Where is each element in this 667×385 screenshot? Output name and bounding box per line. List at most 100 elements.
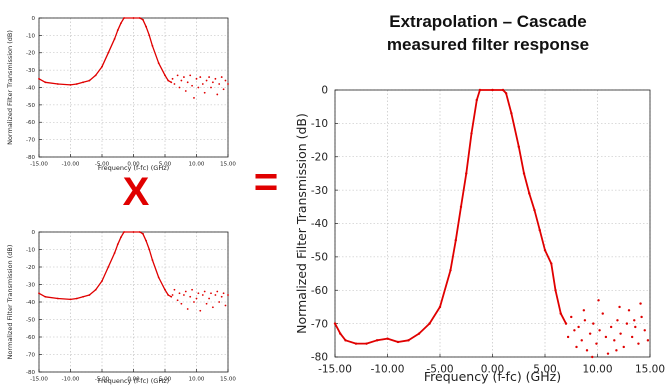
data-point <box>88 79 91 82</box>
noise-point <box>195 297 198 300</box>
x-tick-label: 5.00 <box>159 376 172 382</box>
noise-point <box>646 339 650 342</box>
noise-point <box>220 295 223 298</box>
noise-point <box>186 81 189 84</box>
y-tick-label: -20 <box>311 151 328 163</box>
noise-point <box>619 332 622 335</box>
response-trace <box>38 17 172 86</box>
x-tick-label: 0.00 <box>127 376 140 382</box>
noise-point <box>224 304 227 307</box>
noise-point <box>195 77 198 80</box>
multiply-operator: X <box>122 170 150 214</box>
noise-point <box>183 76 185 78</box>
y-tick-label: -30 <box>311 185 328 197</box>
data-point <box>148 248 151 251</box>
noise-point <box>171 77 174 80</box>
data-point <box>113 252 116 254</box>
data-point <box>116 29 119 32</box>
noise-point <box>184 290 187 293</box>
y-tick-label: -70 <box>26 138 35 144</box>
y-tick-label: -70 <box>26 352 35 358</box>
data-point <box>501 88 505 92</box>
data-point <box>522 172 526 175</box>
data-point <box>339 332 342 335</box>
noise-point <box>575 345 578 349</box>
x-tick-label: -10.00 <box>371 363 405 375</box>
y-tick-label: -70 <box>311 318 328 330</box>
data-point <box>517 145 520 148</box>
noise-point <box>208 297 211 300</box>
noise-point <box>592 322 595 325</box>
response-trace <box>38 231 172 301</box>
data-point <box>375 339 379 342</box>
x-tick-label: -5.00 <box>95 376 110 382</box>
noise-point <box>191 84 193 87</box>
chart-title-line-1: Extrapolation – Cascade <box>389 12 587 31</box>
data-point <box>123 231 125 233</box>
data-point <box>459 205 463 209</box>
data-point <box>138 17 141 19</box>
y-tick-label: -60 <box>26 120 35 126</box>
y-tick-label: -50 <box>26 103 35 109</box>
noise-point <box>199 76 202 78</box>
noise-point <box>595 342 598 345</box>
chart-title: Extrapolation – Cascade measured filter … <box>338 10 638 56</box>
noise-point <box>218 301 221 303</box>
noise-point <box>606 352 610 355</box>
y-tick-label: -80 <box>26 370 35 376</box>
noise-point <box>173 83 176 85</box>
noise-point <box>180 302 183 305</box>
data-point <box>38 77 40 80</box>
data-point <box>170 81 173 84</box>
data-point <box>543 249 547 252</box>
data-point <box>465 172 468 175</box>
x-tick-label: -15.00 <box>30 376 48 382</box>
noise-point <box>197 86 200 89</box>
x-tick-label: 5.00 <box>159 161 172 167</box>
data-point <box>151 44 154 47</box>
noise-point <box>598 329 601 332</box>
response-trace <box>334 89 567 345</box>
noise-point <box>222 292 225 295</box>
data-point <box>491 88 494 92</box>
noise-point <box>227 83 229 85</box>
y-tick-label: -20 <box>26 51 35 57</box>
data-point <box>94 74 97 77</box>
data-point <box>82 81 84 84</box>
data-point <box>164 288 166 291</box>
noise-point <box>197 292 200 295</box>
y-tick-label: -80 <box>26 155 35 161</box>
x-tick-label: 10.00 <box>189 376 205 382</box>
data-point <box>132 231 135 233</box>
noise-point <box>201 294 204 296</box>
data-point <box>504 92 508 95</box>
y-tick-label: -10 <box>26 33 35 39</box>
x-tick-label: -10.00 <box>62 376 80 382</box>
noise-point <box>591 355 594 359</box>
noise-point <box>577 325 580 329</box>
data-point <box>449 269 452 272</box>
noise-point <box>627 309 631 312</box>
data-point <box>82 295 84 298</box>
noise-point <box>183 294 185 296</box>
noise-point <box>218 83 221 85</box>
x-tick-label: 0.00 <box>481 363 504 375</box>
y-axis-label: Normalized Filter Transmission (dB) <box>294 113 309 334</box>
data-point <box>113 37 116 40</box>
y-axis-label: Normalized Filter Transmission (dB) <box>6 245 14 360</box>
noise-point <box>211 81 214 84</box>
data-point <box>101 280 103 282</box>
data-point <box>157 62 160 65</box>
data-point <box>170 295 173 298</box>
data-point <box>142 18 144 21</box>
x-tick-label: 5.00 <box>533 363 556 375</box>
noise-point <box>604 335 608 339</box>
noise-point <box>178 86 181 89</box>
y-tick-label: -60 <box>311 285 328 297</box>
noise-point <box>203 91 206 94</box>
data-point <box>365 342 368 345</box>
noise-point <box>176 299 179 302</box>
y-tick-label: -50 <box>26 317 35 323</box>
